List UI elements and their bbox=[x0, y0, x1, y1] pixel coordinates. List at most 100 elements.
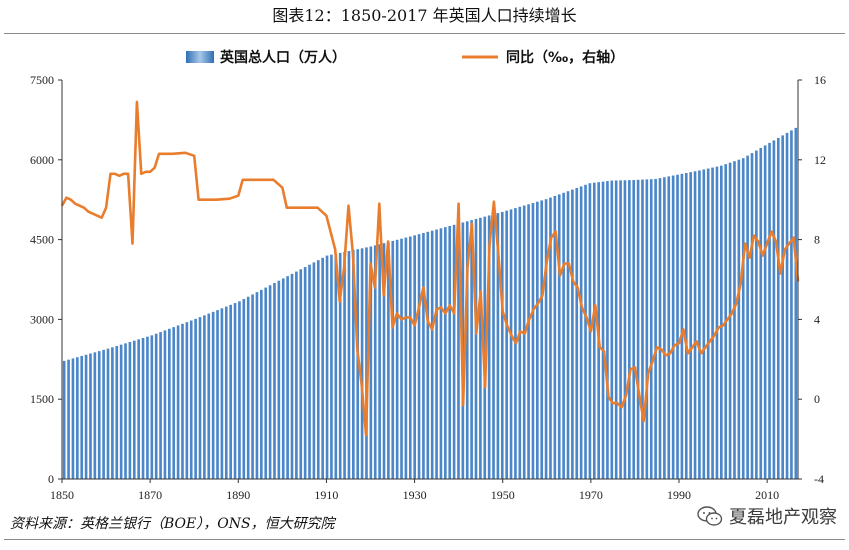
bar-1999 bbox=[715, 166, 719, 480]
bar-1871 bbox=[154, 333, 158, 479]
bar-1925 bbox=[391, 240, 395, 479]
x-tick-label: 2010 bbox=[755, 488, 779, 500]
bar-1989 bbox=[671, 175, 675, 480]
growth-rate-line bbox=[60, 100, 800, 437]
bar-2015 bbox=[785, 132, 789, 479]
right-tick-label: 8 bbox=[814, 233, 820, 247]
bar-1921 bbox=[373, 245, 377, 479]
bar-1955 bbox=[522, 205, 526, 480]
bar-1879 bbox=[189, 320, 193, 479]
bar-1874 bbox=[168, 328, 171, 479]
bar-1991 bbox=[680, 173, 684, 479]
bar-2016 bbox=[790, 130, 793, 479]
bar-1997 bbox=[706, 168, 710, 479]
bar-1912 bbox=[334, 253, 338, 479]
bar-1908 bbox=[316, 260, 320, 479]
x-tick-label: 1950 bbox=[491, 488, 515, 500]
bar-1906 bbox=[308, 264, 311, 479]
bar-1920 bbox=[369, 246, 373, 479]
bar-1967 bbox=[575, 188, 579, 479]
bar-1975 bbox=[610, 180, 614, 480]
bar-1915 bbox=[347, 251, 351, 479]
bar-1952 bbox=[509, 209, 513, 479]
bar-1926 bbox=[395, 239, 399, 479]
bar-2008 bbox=[755, 150, 758, 479]
bar-1948 bbox=[492, 214, 495, 479]
bar-1981 bbox=[636, 179, 640, 480]
bar-1890 bbox=[238, 301, 241, 479]
bar-1877 bbox=[181, 323, 184, 479]
bar-1875 bbox=[172, 327, 176, 479]
bar-1896 bbox=[264, 287, 268, 479]
bar-1984 bbox=[649, 179, 653, 479]
bar-1901 bbox=[286, 276, 289, 479]
bar-1868 bbox=[141, 338, 145, 479]
bar-1985 bbox=[654, 178, 657, 479]
bar-1889 bbox=[233, 303, 237, 479]
x-tick-label: 1930 bbox=[403, 488, 427, 500]
bar-1900 bbox=[281, 278, 285, 479]
bar-1965 bbox=[566, 191, 570, 479]
bar-1852 bbox=[71, 358, 75, 479]
bar-1962 bbox=[553, 195, 557, 480]
bar-1994 bbox=[693, 171, 697, 480]
bar-1919 bbox=[365, 247, 368, 479]
bar-1940 bbox=[457, 223, 460, 479]
bar-2002 bbox=[728, 162, 732, 480]
bar-1927 bbox=[400, 238, 403, 479]
title-divider bbox=[4, 33, 845, 34]
bar-1923 bbox=[382, 243, 386, 479]
bar-1990 bbox=[676, 174, 679, 479]
bar-1971 bbox=[592, 182, 596, 479]
bar-1946 bbox=[483, 216, 487, 479]
bar-1898 bbox=[273, 283, 276, 479]
bar-1977 bbox=[619, 180, 622, 479]
bar-1883 bbox=[207, 313, 211, 479]
legend-bar-swatch bbox=[186, 51, 214, 63]
left-tick-label: 1500 bbox=[30, 392, 54, 406]
bar-1936 bbox=[439, 228, 443, 479]
bar-1893 bbox=[251, 294, 254, 479]
bar-1894 bbox=[255, 292, 259, 479]
bar-1891 bbox=[242, 299, 246, 479]
x-tick-label: 1850 bbox=[50, 488, 74, 500]
bar-2000 bbox=[720, 165, 723, 479]
bar-1958 bbox=[536, 201, 539, 479]
bar-1950 bbox=[500, 211, 504, 479]
bar-1887 bbox=[224, 306, 228, 479]
left-tick-label: 3000 bbox=[30, 312, 54, 326]
bar-1853 bbox=[76, 357, 79, 479]
bar-1905 bbox=[303, 267, 307, 479]
source-note: 资料来源：英格兰银行（BOE），ONS，恒大研究院 bbox=[10, 516, 335, 532]
bar-1986 bbox=[658, 178, 662, 479]
bar-1983 bbox=[645, 179, 649, 479]
bar-2006 bbox=[746, 155, 749, 479]
bar-1973 bbox=[601, 181, 605, 480]
bar-1966 bbox=[571, 189, 574, 479]
bar-1902 bbox=[290, 273, 294, 479]
bar-1998 bbox=[711, 167, 714, 479]
bar-1988 bbox=[667, 176, 671, 479]
bar-1968 bbox=[579, 186, 583, 479]
left-tick-label: 6000 bbox=[30, 153, 54, 167]
bar-1867 bbox=[137, 339, 140, 479]
bar-1945 bbox=[479, 217, 482, 480]
bar-1882 bbox=[203, 315, 206, 479]
bar-1910 bbox=[325, 255, 329, 479]
bar-1929 bbox=[408, 236, 412, 479]
watermark: 夏磊地产观察 bbox=[697, 503, 837, 529]
bar-1963 bbox=[557, 194, 561, 479]
bar-2004 bbox=[737, 159, 741, 479]
left-tick-label: 4500 bbox=[30, 233, 54, 247]
legend: 英国总人口（万人） 同比（‰，右轴） bbox=[186, 49, 624, 66]
bar-1924 bbox=[387, 242, 390, 479]
bar-1976 bbox=[614, 180, 618, 479]
bar-2013 bbox=[776, 137, 780, 479]
bar-1880 bbox=[194, 318, 197, 479]
left-tick-label: 7500 bbox=[30, 73, 54, 87]
bar-1959 bbox=[540, 200, 544, 479]
bar-1864 bbox=[124, 343, 127, 479]
left-tick-label: 0 bbox=[48, 472, 54, 486]
bar-1957 bbox=[531, 203, 535, 479]
bar-1855 bbox=[84, 354, 88, 479]
